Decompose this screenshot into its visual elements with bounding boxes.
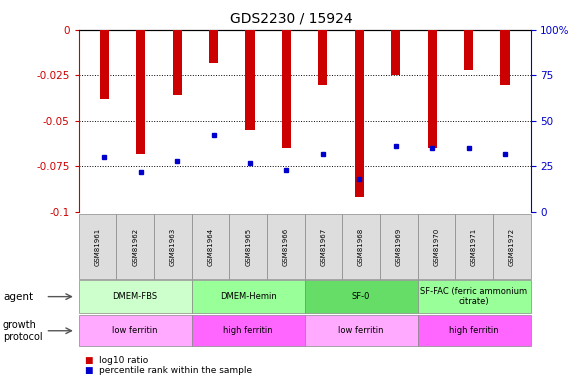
Text: low ferritin: low ferritin [338, 326, 384, 335]
Text: GSM81966: GSM81966 [283, 227, 289, 266]
Text: DMEM-Hemin: DMEM-Hemin [220, 292, 276, 301]
Text: GSM81971: GSM81971 [471, 227, 477, 266]
Text: ■: ■ [85, 366, 93, 375]
Text: GSM81965: GSM81965 [245, 228, 251, 266]
Bar [209, 30, 218, 63]
Bar [464, 30, 473, 70]
Text: SF-FAC (ferric ammonium
citrate): SF-FAC (ferric ammonium citrate) [420, 287, 528, 306]
Text: GSM81961: GSM81961 [94, 227, 100, 266]
Bar [500, 30, 510, 85]
Bar [391, 30, 401, 75]
Bar [245, 30, 255, 130]
Text: GSM81963: GSM81963 [170, 227, 176, 266]
Text: high ferritin: high ferritin [223, 326, 273, 335]
Text: GSM81968: GSM81968 [358, 227, 364, 266]
Text: ■: ■ [85, 356, 93, 365]
Text: high ferritin: high ferritin [449, 326, 499, 335]
Bar [100, 30, 109, 99]
Text: GSM81967: GSM81967 [321, 227, 326, 266]
Bar [173, 30, 182, 96]
Text: log10 ratio: log10 ratio [99, 356, 148, 365]
Text: growth
protocol: growth protocol [3, 320, 43, 342]
Text: percentile rank within the sample: percentile rank within the sample [99, 366, 252, 375]
Text: SF-0: SF-0 [352, 292, 370, 301]
Text: GSM81972: GSM81972 [509, 228, 515, 266]
Text: DMEM-FBS: DMEM-FBS [113, 292, 158, 301]
Bar [318, 30, 328, 85]
Text: agent: agent [3, 292, 33, 302]
Text: GSM81964: GSM81964 [208, 228, 213, 266]
Text: low ferritin: low ferritin [113, 326, 158, 335]
Bar [354, 30, 364, 197]
Bar [427, 30, 437, 148]
Bar [136, 30, 145, 154]
Text: GSM81962: GSM81962 [132, 228, 138, 266]
Text: GSM81969: GSM81969 [396, 227, 402, 266]
Bar [282, 30, 291, 148]
Text: GSM81970: GSM81970 [433, 227, 440, 266]
Text: GDS2230 / 15924: GDS2230 / 15924 [230, 11, 353, 25]
